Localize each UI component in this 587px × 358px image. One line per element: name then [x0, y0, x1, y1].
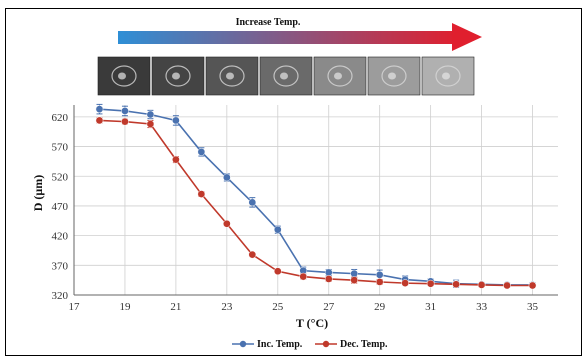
data-point	[375, 270, 384, 279]
droplet-core	[442, 72, 450, 80]
droplet-core	[118, 72, 126, 80]
legend: Inc. Temp. Dec. Temp.	[232, 339, 388, 350]
x-tick-label: 17	[69, 301, 81, 313]
axes: 17 19 21 23 25 27 29 31 33 35 320 370 420 470 520 570 62…	[52, 105, 558, 313]
legend-swatch-marker	[239, 340, 247, 348]
data-point	[426, 279, 435, 288]
series-line	[99, 119, 533, 287]
chart-svg: Increase Temp. 17 19 21 23 25 27 29 31 33 35 320 37…	[31, 17, 558, 350]
data-point	[197, 190, 206, 198]
thumbnail-5	[313, 56, 367, 96]
data-point	[324, 268, 333, 277]
data-point	[222, 173, 231, 182]
banner-label: Increase Temp.	[236, 17, 301, 28]
y-tick-label: 570	[52, 142, 69, 154]
x-tick-label: 31	[425, 301, 436, 313]
legend-entry-inc-temp: Inc. Temp.	[232, 339, 303, 350]
x-axis-title: T (°C)	[296, 316, 328, 330]
x-tick-label: 19	[119, 301, 131, 313]
arrow-body	[118, 31, 458, 44]
legend-label: Dec. Temp.	[340, 339, 388, 350]
data-point	[299, 272, 308, 281]
y-tick-label: 470	[52, 201, 69, 213]
data-point	[172, 116, 180, 125]
data-point	[121, 107, 129, 115]
y-axis-title: D (μm)	[31, 175, 45, 211]
x-tick-label: 29	[374, 301, 386, 313]
x-tick-label: 25	[272, 301, 284, 313]
y-tick-label: 420	[52, 231, 69, 243]
y-tick-label: 520	[52, 171, 69, 183]
x-tick-label: 27	[323, 301, 335, 313]
legend-entry-dec-temp: Dec. Temp.	[315, 339, 388, 350]
data-point	[350, 276, 359, 285]
data-point	[95, 116, 104, 125]
droplet-core	[226, 72, 234, 80]
droplet-outline	[273, 65, 299, 87]
series-dec-temp	[95, 116, 537, 290]
y-tick-label: 320	[52, 290, 69, 302]
data-point	[222, 219, 231, 228]
data-point	[146, 110, 155, 119]
data-point	[324, 275, 333, 283]
droplet-outline	[381, 65, 407, 87]
x-tick-label: 23	[221, 301, 233, 313]
droplet-outline	[435, 65, 461, 87]
y-tick-label: 370	[52, 260, 69, 272]
data-point	[248, 198, 257, 207]
data-point	[121, 117, 129, 126]
series-line	[99, 108, 533, 286]
droplet-core	[172, 72, 180, 80]
thumbnail-6	[367, 56, 421, 96]
thumbnail-4	[259, 56, 313, 96]
data-point	[452, 280, 460, 289]
data-point	[146, 120, 155, 128]
x-tick-label: 35	[527, 301, 539, 313]
data-point	[503, 281, 511, 290]
legend-label: Inc. Temp.	[257, 339, 303, 350]
data-point	[273, 267, 282, 276]
droplet-core	[388, 72, 396, 80]
thumbnail-2	[151, 56, 205, 96]
data-point	[477, 281, 486, 289]
thumbnail-3	[205, 56, 259, 96]
thumbnail-1	[97, 56, 151, 96]
droplet-outline	[165, 65, 191, 87]
data-point	[350, 269, 359, 278]
data-point	[248, 250, 257, 259]
droplet-outline	[327, 65, 353, 87]
arrow-head	[452, 23, 482, 51]
x-tick-label: 33	[476, 301, 488, 313]
series-inc-temp	[95, 103, 537, 289]
thumbnail-7	[421, 56, 475, 96]
droplet-outline	[111, 65, 137, 87]
droplet-core	[334, 72, 342, 80]
droplet-core	[280, 72, 288, 80]
data-point	[95, 105, 104, 114]
y-tick-label: 620	[52, 112, 69, 124]
data-point	[197, 148, 206, 156]
gridlines	[73, 105, 558, 296]
data-point	[273, 225, 282, 234]
data-point	[172, 155, 180, 164]
plot-series	[95, 103, 537, 290]
data-point	[375, 278, 384, 286]
data-point	[528, 281, 537, 290]
droplet-outline	[219, 65, 245, 87]
temperature-banner: Increase Temp.	[118, 17, 482, 51]
thumbnail-strip	[97, 56, 475, 96]
legend-swatch-marker	[322, 340, 330, 348]
figure-frame: Increase Temp. 17 19 21 23 25 27 29 31 33 35 320 37…	[5, 8, 582, 356]
x-tick-label: 21	[170, 301, 181, 313]
data-point	[401, 279, 410, 287]
